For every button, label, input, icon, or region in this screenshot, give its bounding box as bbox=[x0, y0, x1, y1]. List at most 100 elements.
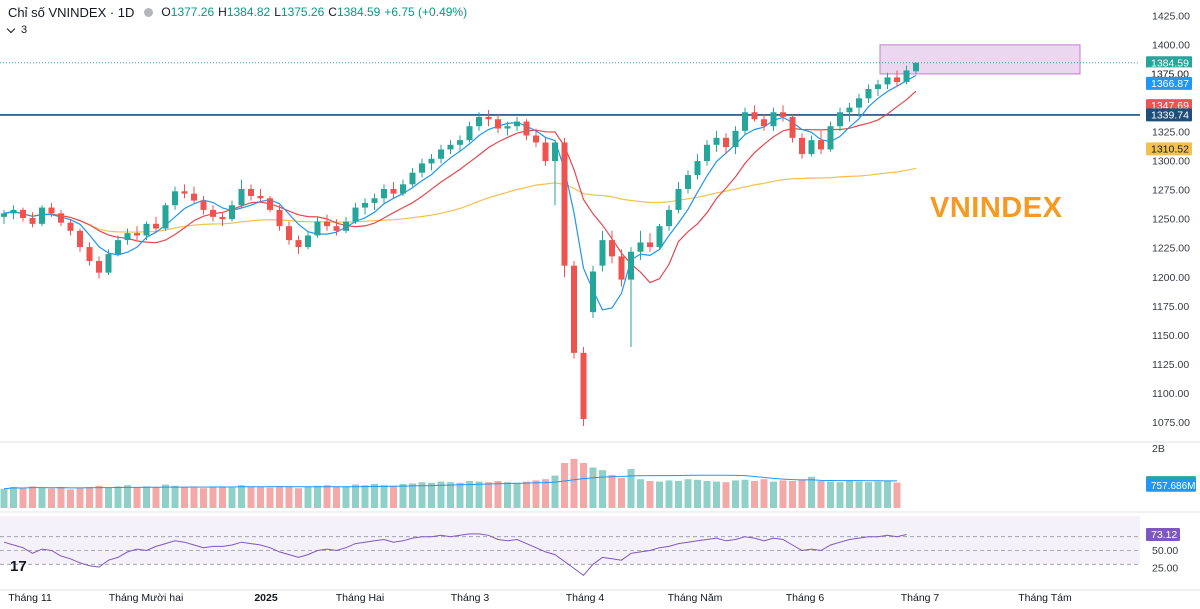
candle bbox=[20, 207, 26, 222]
candle bbox=[865, 84, 872, 103]
candle-body bbox=[913, 62, 919, 72]
volume-bar bbox=[789, 481, 796, 508]
candle bbox=[229, 200, 235, 222]
volume-bar bbox=[466, 481, 473, 508]
candle bbox=[647, 233, 653, 252]
price-axis-tick: 1325.00 bbox=[1152, 127, 1190, 139]
change-value: +6.75 (+0.49%) bbox=[384, 5, 468, 19]
candle bbox=[827, 121, 834, 152]
candle bbox=[390, 182, 397, 199]
candle-body bbox=[428, 158, 435, 164]
candle-body bbox=[20, 209, 26, 219]
candle bbox=[609, 230, 615, 264]
candle bbox=[191, 186, 197, 203]
volume-bar bbox=[561, 463, 568, 508]
price-axis-tick: 1425.00 bbox=[1152, 10, 1190, 22]
candle bbox=[818, 130, 824, 155]
volume-bar bbox=[846, 481, 853, 508]
volume-bar bbox=[751, 481, 758, 508]
candle-body bbox=[799, 137, 805, 155]
indicator-count: 3 bbox=[21, 24, 28, 36]
candle bbox=[67, 219, 74, 236]
ma-slow-line bbox=[3, 167, 917, 233]
candle-body bbox=[134, 233, 140, 236]
volume-bar bbox=[770, 481, 777, 508]
candle-body bbox=[647, 242, 653, 248]
candle-body bbox=[723, 137, 729, 148]
volume-bar bbox=[266, 487, 274, 508]
candle bbox=[162, 202, 169, 231]
indicators-toggle[interactable]: 3 bbox=[6, 22, 27, 38]
candle bbox=[599, 230, 606, 272]
candle bbox=[248, 184, 254, 201]
candle bbox=[400, 179, 406, 196]
candle-body bbox=[476, 116, 482, 127]
volume-bar bbox=[200, 488, 207, 508]
volume-bar bbox=[884, 481, 891, 508]
price-label: 1366.87 bbox=[1151, 78, 1189, 90]
low-label: L bbox=[274, 5, 281, 19]
volume-bar bbox=[475, 481, 483, 508]
price-axis-tick: 1150.00 bbox=[1152, 330, 1189, 342]
candle-body bbox=[371, 198, 378, 203]
candle-body bbox=[742, 112, 748, 131]
volume-bar bbox=[295, 488, 302, 508]
volume-bar bbox=[808, 476, 815, 508]
candle-body bbox=[314, 221, 321, 236]
candle-body bbox=[67, 222, 74, 231]
candle bbox=[618, 249, 625, 287]
volume-bar bbox=[798, 479, 806, 508]
volume-label-bg bbox=[1146, 478, 1196, 492]
rsi-band bbox=[0, 516, 1140, 565]
volume-axis-tick: 2B bbox=[1152, 443, 1165, 455]
tradingview-logo-icon[interactable]: 17 bbox=[10, 558, 27, 575]
candle bbox=[846, 102, 853, 122]
volume-bar bbox=[409, 483, 416, 508]
volume-bar bbox=[637, 479, 644, 508]
price-label-bg bbox=[1146, 76, 1192, 90]
candle-body bbox=[219, 216, 226, 220]
candle bbox=[29, 212, 36, 228]
candle bbox=[333, 219, 340, 236]
volume-bar bbox=[390, 485, 397, 508]
candle bbox=[381, 184, 387, 203]
volume-bar bbox=[599, 470, 606, 508]
candle bbox=[305, 230, 311, 250]
candle-body bbox=[29, 218, 36, 224]
price-axis-tick: 1300.00 bbox=[1152, 156, 1190, 168]
price-label-bg bbox=[1146, 142, 1192, 156]
candle bbox=[115, 235, 121, 257]
candle-body bbox=[704, 144, 710, 162]
candle bbox=[267, 195, 273, 213]
candle-body bbox=[257, 195, 264, 199]
candle-body bbox=[818, 140, 824, 150]
volume-bar bbox=[276, 486, 283, 508]
volume-bar bbox=[48, 488, 55, 508]
candle-body bbox=[628, 251, 634, 280]
candle-body bbox=[504, 126, 511, 129]
candle bbox=[143, 221, 150, 241]
candle-body bbox=[238, 188, 245, 206]
candle-body bbox=[590, 271, 596, 313]
volume-bar bbox=[228, 487, 236, 508]
candle-body bbox=[210, 209, 216, 217]
candle bbox=[371, 193, 378, 210]
candle bbox=[723, 133, 729, 155]
volume-bar bbox=[371, 484, 378, 508]
candle-body bbox=[609, 240, 615, 257]
symbol-title[interactable]: Chỉ số VNINDEX · 1D bbox=[8, 4, 135, 20]
volume-bar bbox=[532, 480, 540, 508]
candle-body bbox=[618, 256, 625, 280]
volume-bar bbox=[285, 487, 293, 508]
candle-body bbox=[295, 240, 302, 248]
candle-body bbox=[86, 247, 93, 262]
candle bbox=[466, 121, 473, 143]
candle bbox=[637, 230, 644, 260]
volume-bar bbox=[779, 480, 787, 508]
candle-body bbox=[352, 207, 359, 222]
volume-bar bbox=[447, 482, 454, 508]
candle-body bbox=[115, 240, 121, 255]
volume-ma-line bbox=[3, 474, 897, 490]
candle-body bbox=[229, 205, 235, 220]
